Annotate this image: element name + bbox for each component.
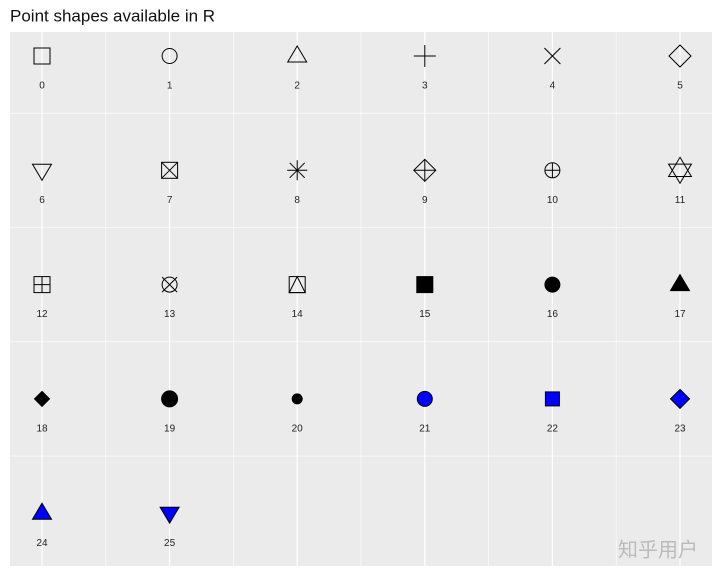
point-shape [544,276,561,293]
point-shape [33,47,51,65]
shape-label: 7 [167,195,173,206]
square [161,161,179,179]
point-shape [544,391,560,407]
point-shape [33,276,51,294]
shape-label: 3 [422,81,428,92]
shape-label: 14 [292,309,304,320]
shape-label: 4 [550,81,556,92]
point-shape [33,390,51,408]
point-shape [667,156,693,185]
shape-label: 2 [294,81,300,92]
point-shape [416,276,434,294]
shape-label: 25 [164,538,176,549]
point-shape [544,162,561,179]
shape-label: 0 [39,81,45,92]
triangle [288,275,307,294]
point-shape [161,48,178,64]
shape-label: 20 [292,424,304,435]
shape-label: 8 [294,195,300,206]
shape-label: 5 [677,81,683,92]
point-shape [668,44,692,68]
point-shape [669,273,691,292]
shape-label: 13 [164,309,176,320]
point-shape [286,45,308,63]
shape-label: 24 [36,538,48,549]
triangle [286,45,308,63]
shape-label: 1 [167,81,173,92]
square [33,47,51,65]
shape-label: 18 [36,424,48,435]
circle [161,48,178,64]
triangle [31,502,53,520]
shape-label: 22 [547,424,559,435]
shape-label: 12 [36,309,48,320]
point-shape [416,390,433,407]
plus [413,45,436,67]
shape-label: 16 [547,309,559,320]
chart-title: Point shapes available in R [10,6,215,25]
point-shape [669,388,691,410]
cross [544,47,561,65]
shape-label: 6 [39,195,45,206]
point-shape [161,276,178,293]
shape-label: 21 [419,424,431,435]
circle [161,276,178,293]
shape-label: 10 [547,195,559,206]
point-shape [413,158,437,183]
shape-label: 11 [675,195,686,206]
circle [544,276,561,293]
shape-label: 19 [164,424,176,435]
square [544,391,560,407]
point-shape [288,275,307,294]
cross [161,276,178,293]
triangle [667,156,693,177]
cross [161,161,178,179]
circle [161,390,179,408]
point-shape [31,502,53,520]
triangle [159,506,180,525]
plus [34,276,50,293]
point-shape [161,390,179,408]
shape-label: 23 [674,424,686,435]
circle [416,390,433,407]
point-shape [287,160,308,181]
diamond [669,388,691,410]
triangle [31,163,53,182]
point-shape [413,45,436,67]
diamond [668,44,692,68]
shape-label: 9 [422,195,428,206]
shape-label: 15 [419,309,431,320]
point-shape [291,393,303,405]
grid [10,32,712,571]
point-shape [159,506,180,525]
plus [544,162,560,178]
point-shape [161,161,179,179]
triangle [669,273,691,292]
watermark: 知乎用户 [618,538,698,561]
shape-label: 17 [674,309,686,320]
square [416,276,434,294]
point-shape [544,47,561,65]
triangle [667,163,693,185]
cross [289,162,306,179]
circle [291,393,303,405]
point-shape [31,163,53,182]
plus [413,159,436,182]
diamond [33,390,51,408]
